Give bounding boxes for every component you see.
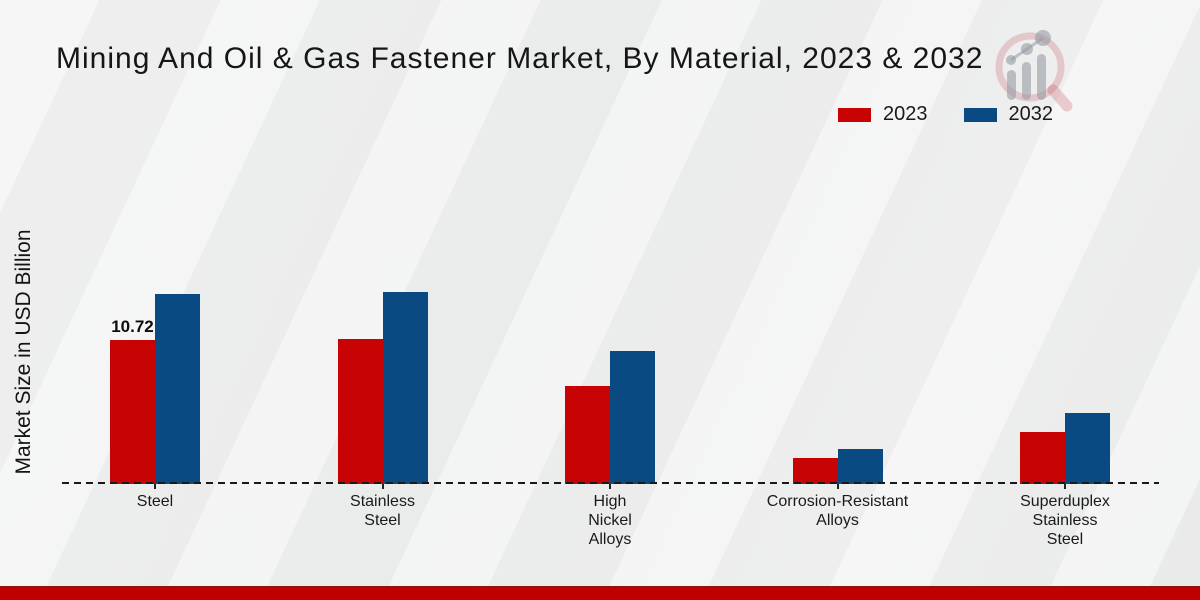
- chart-title: Mining And Oil & Gas Fastener Market, By…: [56, 42, 984, 75]
- category-label-corrosion-resistant-alloys: Corrosion-Resistant Alloys: [766, 493, 909, 529]
- bar-2032-stainless-steel: [382, 292, 428, 484]
- x-axis-tick-stainless-steel: [381, 484, 384, 489]
- footer-accent-bar: [0, 586, 1200, 600]
- bar-2023-corrosion-resistant-alloys: [792, 457, 838, 484]
- legend-label-2032: 2032: [1008, 103, 1054, 125]
- legend-item-2023: 2023: [838, 103, 928, 126]
- legend: 2023 2032: [838, 103, 1053, 126]
- legend-swatch-2032: [963, 107, 997, 122]
- bar-2032-corrosion-resistant-alloys: [837, 449, 883, 484]
- bar-2023-stainless-steel: [337, 338, 383, 484]
- bar-2032-steel: [155, 294, 200, 484]
- legend-item-2032: 2032: [963, 103, 1054, 126]
- category-label-superduplex-stainless-steel: Superduplex Stainless Steel: [1020, 493, 1110, 548]
- x-axis-tick-corrosion-resistant-alloys: [836, 484, 839, 489]
- magnifier-bar-chart-logo-icon: [995, 30, 1073, 112]
- bar-2032-superduplex-stainless-steel: [1065, 412, 1110, 484]
- bar-2023-steel: [110, 339, 155, 484]
- x-axis-tick-high-nickel-alloys: [609, 484, 611, 489]
- data-label-2023-steel: 10.72: [111, 316, 154, 336]
- category-label-high-nickel-alloys: High Nickel Alloys: [588, 493, 632, 548]
- bar-2032-high-nickel-alloys: [610, 351, 655, 484]
- x-axis-tick-steel: [154, 484, 156, 489]
- category-label-stainless-steel: Stainless Steel: [350, 493, 415, 529]
- x-axis-tick-superduplex-stainless-steel: [1064, 484, 1066, 489]
- legend-label-2023: 2023: [883, 103, 928, 125]
- bar-2023-high-nickel-alloys: [565, 385, 610, 484]
- legend-swatch-2023: [838, 107, 871, 122]
- y-axis-title: Market Size in USD Billion: [12, 229, 35, 475]
- bar-2023-superduplex-stainless-steel: [1020, 432, 1065, 484]
- x-axis-dashed-baseline: [62, 482, 1159, 484]
- category-label-steel: Steel: [136, 493, 174, 510]
